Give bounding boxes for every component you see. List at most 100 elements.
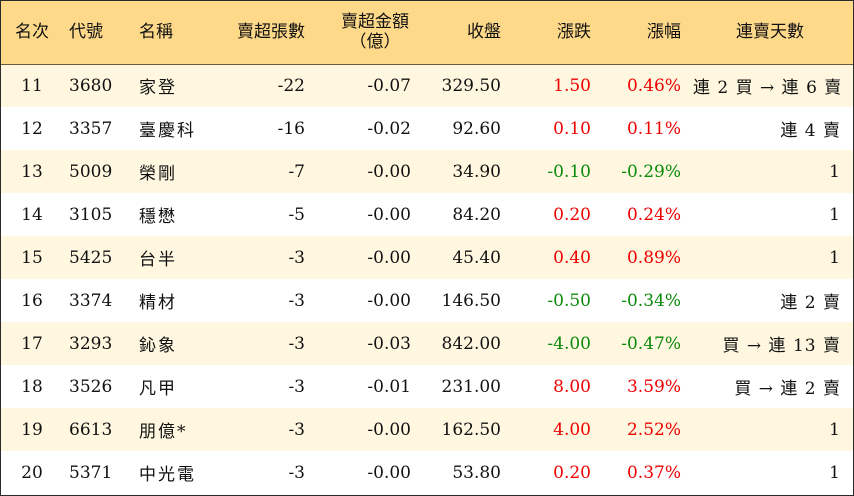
net-sell-amount-cell: -0.01 [367,376,411,397]
streak-cell: 連 2 買 → 連 6 賣 [693,78,843,99]
net-sell-amount-cell: -0.00 [367,247,411,268]
close-cell: 92.60 [452,118,501,139]
table-row: 15 5425 台半 -3 -0.00 45.40 0.40 0.89% 1 [1,236,853,279]
header-rank: 名次 [15,22,49,43]
streak-cell: 1 [829,204,841,225]
net-sell-amount-cell: -0.00 [367,462,411,483]
net-sell-amount-cell: -0.00 [367,419,411,440]
code-cell: 6613 [69,419,113,440]
name-cell: 家登 [139,78,177,99]
streak-cell: 1 [829,419,841,440]
change-cell: 0.20 [553,204,591,225]
code-cell: 5425 [69,247,113,268]
close-cell: 842.00 [441,333,501,354]
close-cell: 45.40 [452,247,501,268]
close-cell: 329.50 [441,75,501,96]
name-cell: 中光電 [139,465,196,485]
change-pct-cell: 0.46% [626,75,681,96]
name-cell: 精材 [139,293,177,313]
net-sell-lots-cell: -3 [288,247,305,268]
table-row: 19 6613 朋億* -3 -0.00 162.50 4.00 2.52% 1 [1,408,853,451]
table-header-row: 名次 代號 名稱 賣超張數 賣超金額 （億） 收盤 漲跌 漲幅 連賣天數 [1,1,853,64]
header-net-sell-amount: 賣超金額 （億） [311,1,417,64]
table-row: 14 3105 穩懋 -5 -0.00 84.20 0.20 0.24% 1 [1,193,853,236]
net-sell-amount-cell: -0.00 [367,204,411,225]
name-cell: 臺慶科 [139,121,196,141]
change-pct-cell: 0.37% [626,462,681,483]
table-row: 17 3293 鈊象 -3 -0.03 842.00 -4.00 -0.47% 買 → 連 13… [1,322,853,365]
code-cell: 3680 [69,75,113,96]
table-row: 20 5371 中光電 -3 -0.00 53.80 0.20 0.37% 1 [1,451,853,494]
rank-cell: 17 [21,333,43,354]
net-sell-lots-cell: -3 [288,462,305,483]
change-cell: -0.50 [547,290,591,311]
rank-cell: 20 [21,462,43,483]
header-net-sell-lots: 賣超張數 [237,22,305,43]
change-cell: 1.50 [553,75,591,96]
change-pct-cell: -0.34% [621,290,681,311]
net-sell-amount-cell: -0.07 [367,75,411,96]
table-row: 18 3526 凡甲 -3 -0.01 231.00 8.00 3.59% 買 → 連 2 賣 [1,365,853,408]
name-cell: 朋億* [139,422,188,442]
name-cell: 鈊象 [139,336,177,356]
rank-cell: 12 [21,118,43,139]
streak-cell: 1 [829,462,841,483]
streak-cell: 買 → 連 2 賣 [734,379,841,399]
code-cell: 3105 [69,204,113,225]
change-cell: 8.00 [553,376,591,397]
header-net-sell-amount-unit: （億） [349,32,401,53]
table-row: 11 3680 家登 -22 -0.07 329.50 1.50 0.46% 連 2 買 → 連… [1,64,853,107]
header-change-pct: 漲幅 [647,22,681,43]
code-cell: 5371 [69,462,113,483]
table-row: 16 3374 精材 -3 -0.00 146.50 -0.50 -0.34% 連 2 賣 [1,279,853,322]
close-cell: 84.20 [452,204,501,225]
change-pct-cell: 2.52% [626,419,681,440]
net-sell-amount-cell: -0.00 [367,290,411,311]
change-pct-cell: -0.29% [621,161,681,182]
code-cell: 3526 [69,376,113,397]
change-cell: -0.10 [547,161,591,182]
name-cell: 台半 [139,250,177,270]
rank-cell: 18 [21,376,43,397]
header-name: 名稱 [139,22,173,43]
change-cell: 0.20 [553,462,591,483]
streak-cell: 1 [829,161,841,182]
header-code: 代號 [69,22,103,43]
net-sell-lots-cell: -3 [288,290,305,311]
rank-cell: 16 [21,290,43,311]
name-cell: 凡甲 [139,379,177,399]
header-close: 收盤 [467,22,501,43]
change-pct-cell: 0.24% [626,204,681,225]
net-sell-lots-cell: -5 [288,204,305,225]
rank-cell: 11 [21,75,43,96]
close-cell: 34.90 [452,161,501,182]
table-body: 11 3680 家登 -22 -0.07 329.50 1.50 0.46% 連 2 買 → 連… [1,64,853,494]
net-sell-lots-cell: -22 [277,75,305,96]
streak-cell: 買 → 連 13 賣 [722,336,841,356]
code-cell: 3357 [69,118,113,139]
rank-cell: 19 [21,419,43,440]
net-sell-amount-cell: -0.02 [367,118,411,139]
header-streak: 連賣天數 [736,22,804,43]
rank-cell: 13 [21,161,43,182]
header-net-sell-amount-label: 賣超金額 [341,12,409,33]
change-pct-cell: -0.47% [621,333,681,354]
net-sell-lots-cell: -3 [288,333,305,354]
change-pct-cell: 3.59% [626,376,681,397]
header-change: 漲跌 [557,22,591,43]
streak-cell: 連 4 賣 [780,121,841,141]
net-sell-lots-cell: -7 [288,161,305,182]
rank-cell: 15 [21,247,43,268]
name-cell: 穩懋 [139,207,177,227]
code-cell: 5009 [69,161,113,182]
close-cell: 162.50 [441,419,501,440]
net-sell-amount-cell: -0.03 [367,333,411,354]
change-cell: 0.40 [553,247,591,268]
code-cell: 3374 [69,290,113,311]
net-sell-amount-cell: -0.00 [367,161,411,182]
table-row: 13 5009 榮剛 -7 -0.00 34.90 -0.10 -0.29% 1 [1,150,853,193]
close-cell: 146.50 [441,290,501,311]
net-sell-lots-cell: -3 [288,376,305,397]
close-cell: 231.00 [441,376,501,397]
